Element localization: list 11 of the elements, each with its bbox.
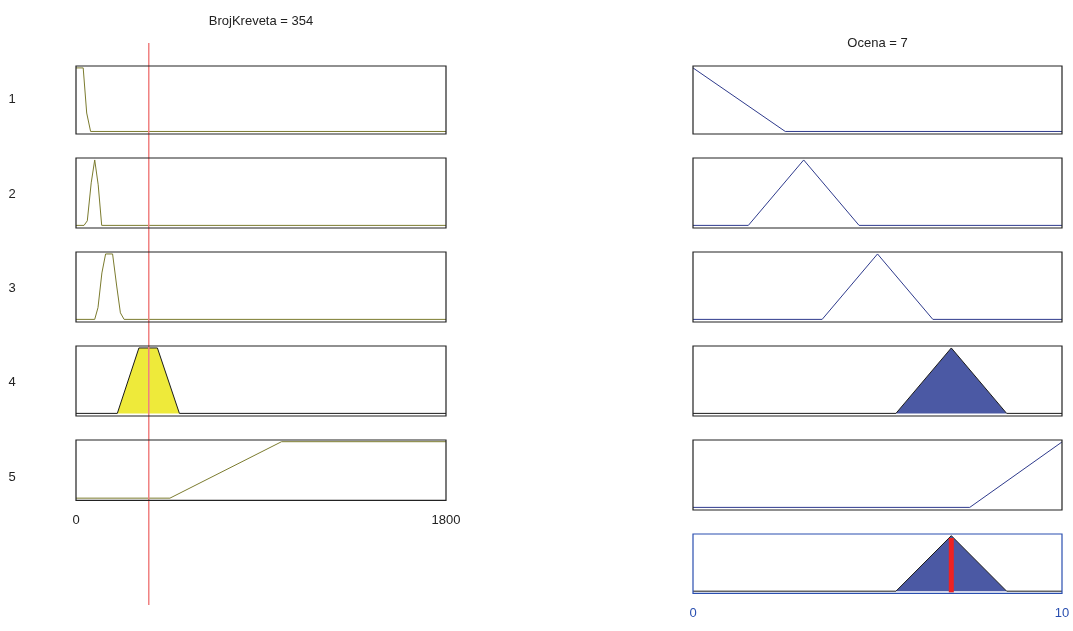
y-axis-title: 2 — [8, 185, 16, 201]
x-tick-label: 1800 — [431, 511, 461, 527]
y-axis-title: 1 — [8, 90, 16, 106]
x-tick-label: 0 — [689, 604, 697, 620]
y-axis-title: 5 — [8, 468, 16, 484]
y-axis-title: 3 — [8, 279, 16, 295]
x-tick-label: 10 — [1054, 604, 1070, 620]
chart-title: BrojKreveta = 354 — [208, 12, 314, 28]
chart-title: Ocena = 7 — [847, 34, 908, 50]
y-axis-title: 4 — [8, 373, 16, 389]
x-tick-label: 0 — [72, 511, 80, 527]
